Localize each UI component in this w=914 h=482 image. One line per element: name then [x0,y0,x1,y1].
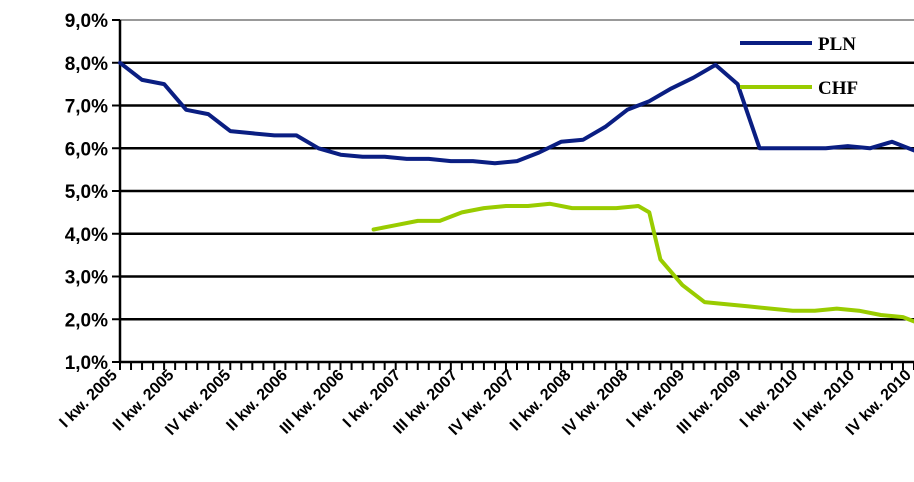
y-tick-label: 1,0% [65,353,108,374]
y-tick-label: 3,0% [65,268,108,289]
legend: PLN CHF [740,34,858,99]
y-tick-label: 5,0% [65,182,108,203]
y-tick-label: 4,0% [65,225,108,246]
y-tick-label: 9,0% [65,11,108,32]
legend-label-chf: CHF [818,78,858,99]
y-tick-label: 2,0% [65,310,108,331]
y-tick-label: 8,0% [65,54,108,75]
y-tick-label: 6,0% [65,139,108,160]
legend-label-pln: PLN [818,34,856,55]
y-tick-label: 7,0% [65,97,108,118]
series-line-pln [118,60,914,166]
series-line-chf [371,201,914,324]
grid [120,19,914,321]
series [118,60,914,324]
axes: 1,0%2,0%3,0%4,0%5,0%6,0%7,0%8,0%9,0%I kw… [56,11,914,439]
